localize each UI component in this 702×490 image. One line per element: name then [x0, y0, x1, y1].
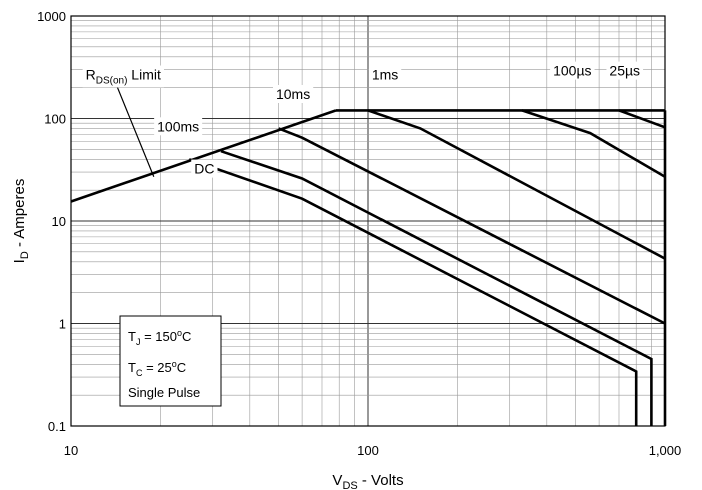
series-rds-on-limit — [70, 109, 337, 203]
curves — [70, 109, 667, 426]
series-25-s — [618, 109, 666, 129]
annotation-ms100: 100ms — [154, 117, 203, 136]
x-tick-label: 100 — [357, 443, 379, 458]
series-1ms — [367, 109, 666, 260]
annotations: RDS(on) Limit 10ms 100ms 1ms 100µs 25µs DC — [82, 61, 644, 178]
annotation-rds: RDS(on) Limit — [82, 65, 164, 88]
annotation-ms10: 10ms — [272, 84, 314, 103]
series-dc — [188, 158, 638, 426]
series-100-s — [521, 109, 666, 178]
x-axis-label: VDS - Volts — [332, 472, 403, 490]
annotation-bg — [82, 65, 164, 88]
series-100ms — [220, 149, 653, 426]
annotation-us25: 25µs — [606, 61, 644, 80]
grid-lines — [71, 16, 665, 426]
annotation-label: 25µs — [609, 63, 640, 79]
y-tick-label: 1 — [59, 317, 66, 332]
annotation-sub: DS(on) — [96, 76, 128, 87]
annotation-label: RDS(on) Limit — [86, 67, 161, 87]
tc-condition: TC = 25oC — [128, 359, 186, 378]
annotation-ms1: 1ms — [368, 65, 402, 84]
annotation-bg — [272, 84, 314, 103]
conditions-box: TJ = 150oC TC = 25oC Single Pulse — [119, 315, 222, 407]
annotation-bg — [368, 65, 402, 84]
x-tick-label: 10 — [64, 443, 78, 458]
pulse-condition: Single Pulse — [128, 385, 200, 400]
annotation-label: DC — [194, 161, 214, 177]
y-tick-label: 1000 — [37, 9, 66, 24]
annotation-bg — [154, 117, 203, 136]
series-10ms — [278, 127, 666, 325]
tj-condition: TJ = 150oC — [128, 328, 191, 347]
annotation-bg — [550, 61, 595, 80]
y-tick-label: 0.1 — [48, 419, 66, 434]
rds-pointer-line — [115, 84, 155, 178]
y-axis-label: ID - Amperes — [11, 179, 31, 264]
y-tick-label: 100 — [44, 112, 66, 127]
annotation-dc: DC — [191, 159, 218, 178]
annotation-label: 10ms — [276, 86, 310, 102]
annotation-label: 100µs — [553, 63, 591, 79]
x-tick-label: 1,000 — [649, 443, 682, 458]
annotation-us100: 100µs — [550, 61, 595, 80]
annotation-label: 1ms — [372, 67, 398, 83]
annotation-rest: Limit — [127, 67, 161, 83]
annotation-main: R — [86, 67, 96, 83]
tick-labels: 10 100 1,000 0.1 1 10 100 1000 — [37, 9, 681, 458]
annotation-bg — [606, 61, 644, 80]
y-tick-label: 10 — [52, 214, 66, 229]
annotation-bg — [191, 159, 218, 178]
annotation-label: 100ms — [157, 118, 199, 134]
